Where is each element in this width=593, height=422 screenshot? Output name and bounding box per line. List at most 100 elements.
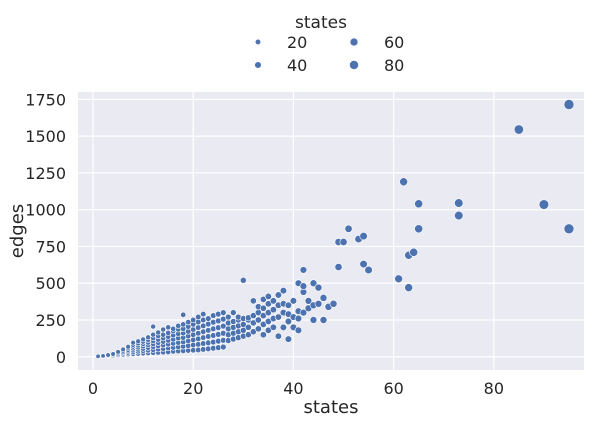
data-point bbox=[264, 292, 272, 300]
y-tick-label: 1000 bbox=[25, 201, 66, 220]
y-tick-label: 1250 bbox=[25, 164, 66, 183]
legend-entry-label: 40 bbox=[287, 56, 307, 75]
y-tick-labels: 0 250 500 750 1000 1250 1500 1750 bbox=[25, 90, 66, 366]
y-tick-label: 1750 bbox=[25, 90, 66, 109]
data-point bbox=[160, 331, 167, 338]
data-point bbox=[175, 322, 182, 329]
data-point bbox=[274, 332, 282, 340]
data-point bbox=[195, 341, 202, 348]
data-point bbox=[299, 266, 308, 274]
legend-title: states bbox=[295, 13, 347, 33]
data-point bbox=[284, 335, 293, 343]
legend-marker bbox=[254, 38, 262, 46]
data-point bbox=[359, 260, 368, 269]
data-point bbox=[150, 323, 156, 330]
data-point bbox=[230, 309, 237, 316]
data-point bbox=[130, 340, 136, 346]
data-point bbox=[563, 99, 575, 110]
data-point bbox=[120, 346, 126, 353]
data-point bbox=[274, 313, 282, 321]
data-point bbox=[309, 279, 318, 287]
plot-background bbox=[78, 92, 584, 370]
data-point bbox=[254, 316, 262, 324]
data-point bbox=[314, 283, 323, 292]
data-point bbox=[269, 306, 277, 314]
x-tick-label: 60 bbox=[383, 379, 403, 398]
x-tick-labels: 0 20 40 60 80 bbox=[88, 379, 504, 398]
data-point bbox=[180, 321, 187, 328]
data-point bbox=[319, 294, 328, 302]
data-point bbox=[538, 199, 550, 210]
data-point bbox=[205, 315, 212, 322]
data-point bbox=[294, 314, 303, 323]
data-point bbox=[170, 325, 177, 332]
data-point bbox=[150, 331, 156, 338]
data-point bbox=[269, 323, 277, 331]
data-point bbox=[190, 341, 197, 349]
data-point bbox=[100, 353, 106, 359]
data-point bbox=[125, 344, 131, 350]
data-point bbox=[220, 322, 227, 330]
data-point bbox=[409, 247, 419, 257]
y-tick-label: 0 bbox=[56, 348, 66, 367]
data-point bbox=[399, 177, 408, 187]
y-tick-label: 250 bbox=[35, 311, 66, 330]
data-point bbox=[309, 316, 318, 324]
data-point bbox=[289, 297, 298, 305]
x-tick-label: 20 bbox=[183, 379, 203, 398]
data-point bbox=[259, 331, 267, 339]
data-point bbox=[200, 310, 207, 318]
legend-marker bbox=[254, 61, 262, 69]
data-point bbox=[180, 311, 187, 318]
data-point bbox=[249, 312, 257, 319]
data-point bbox=[274, 291, 282, 299]
legend-marker bbox=[349, 37, 359, 47]
data-point bbox=[304, 297, 313, 305]
data-point bbox=[249, 328, 257, 336]
data-point bbox=[454, 198, 464, 208]
y-axis-label: edges bbox=[7, 204, 28, 258]
data-point bbox=[314, 299, 323, 308]
data-point bbox=[284, 301, 293, 309]
data-point bbox=[299, 308, 308, 317]
data-point bbox=[334, 263, 343, 271]
data-point bbox=[249, 297, 257, 305]
data-point bbox=[220, 309, 227, 316]
x-tick-label: 80 bbox=[484, 379, 504, 398]
data-point bbox=[95, 353, 101, 359]
data-point bbox=[244, 331, 252, 339]
data-point bbox=[454, 210, 464, 221]
data-point bbox=[414, 199, 424, 209]
data-point bbox=[359, 232, 368, 241]
data-point bbox=[160, 326, 167, 333]
data-point bbox=[394, 274, 403, 284]
data-point bbox=[299, 282, 308, 290]
data-point bbox=[165, 324, 172, 331]
data-point bbox=[259, 304, 267, 312]
data-point bbox=[140, 336, 146, 343]
data-point bbox=[115, 349, 121, 355]
data-point bbox=[244, 323, 252, 331]
data-point bbox=[185, 319, 192, 326]
data-point bbox=[414, 224, 424, 234]
x-tick-label: 0 bbox=[88, 379, 98, 398]
data-point bbox=[135, 338, 141, 345]
legend-marker bbox=[349, 60, 359, 70]
data-point bbox=[190, 331, 197, 338]
data-point bbox=[225, 313, 232, 321]
data-point bbox=[404, 283, 414, 292]
data-point bbox=[279, 323, 288, 331]
x-axis-label: states bbox=[304, 397, 359, 418]
data-point bbox=[563, 223, 575, 235]
data-point bbox=[165, 330, 172, 336]
data-point bbox=[105, 352, 111, 358]
data-point bbox=[279, 286, 288, 295]
data-point bbox=[339, 238, 348, 246]
legend: states 20 40 60 80 bbox=[254, 13, 404, 75]
data-points bbox=[95, 99, 575, 359]
data-point bbox=[145, 334, 151, 341]
data-point bbox=[329, 299, 338, 308]
data-point bbox=[195, 335, 202, 342]
data-point bbox=[190, 336, 197, 343]
